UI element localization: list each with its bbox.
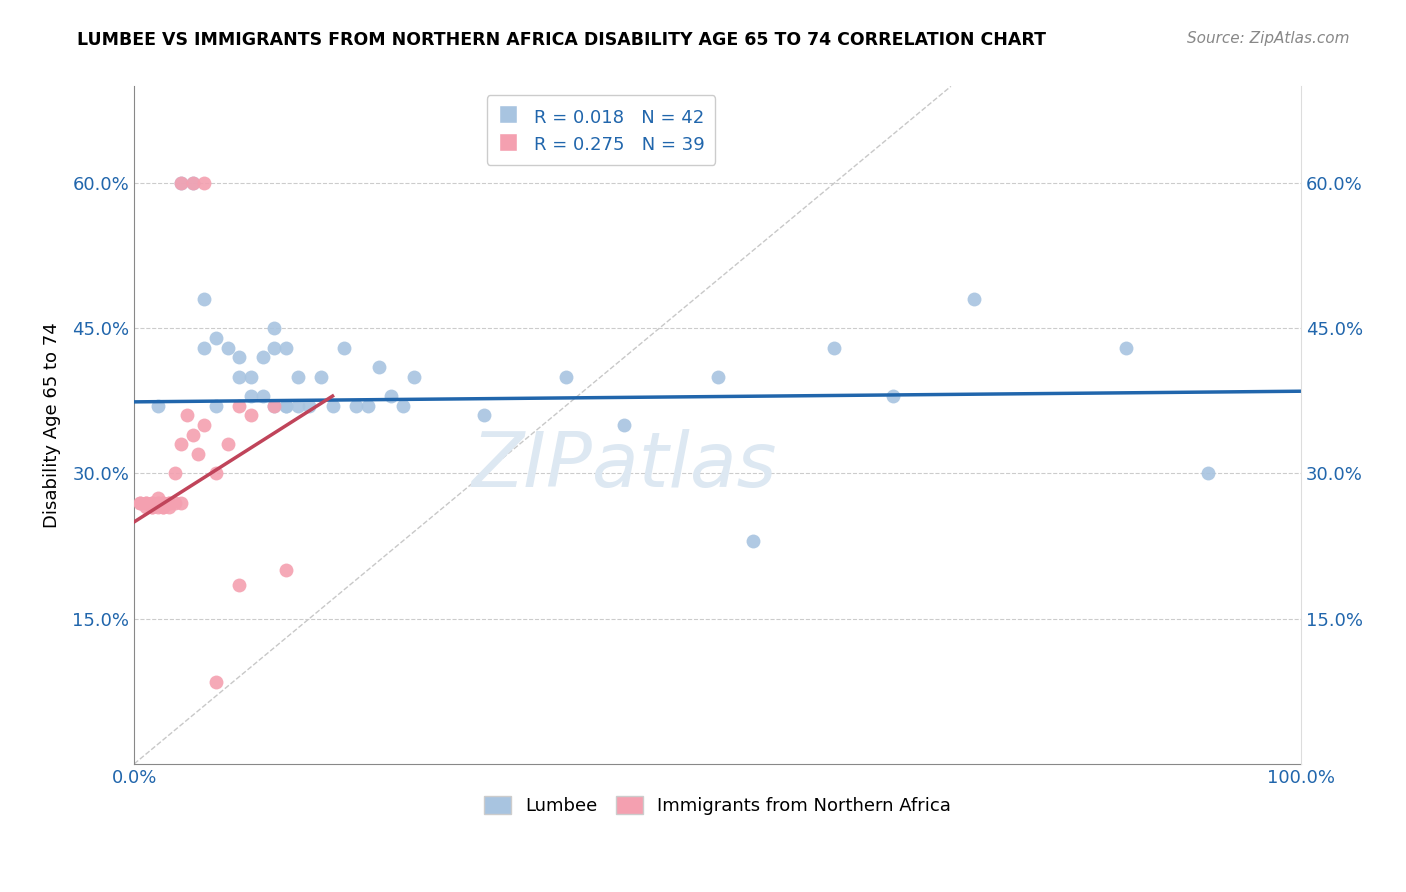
Point <box>193 293 215 307</box>
Point <box>146 500 169 515</box>
Point <box>165 495 187 509</box>
Point <box>380 389 402 403</box>
Point <box>613 418 636 433</box>
Text: Source: ZipAtlas.com: Source: ZipAtlas.com <box>1187 31 1350 46</box>
Point <box>146 495 169 509</box>
Point <box>152 500 174 515</box>
Point <box>205 399 228 413</box>
Point <box>333 341 356 355</box>
Point <box>152 500 174 515</box>
Point <box>228 369 250 384</box>
Point <box>217 437 239 451</box>
Point <box>181 176 204 190</box>
Point <box>141 500 163 515</box>
Point <box>472 409 495 423</box>
Point <box>157 495 180 509</box>
Point <box>135 495 157 509</box>
Point <box>239 369 262 384</box>
Point <box>181 427 204 442</box>
Point <box>239 389 262 403</box>
Point <box>217 341 239 355</box>
Point <box>205 467 228 481</box>
Point <box>152 495 174 509</box>
Point <box>205 331 228 345</box>
Point <box>170 495 193 509</box>
Point <box>187 447 209 461</box>
Point <box>368 359 391 374</box>
Point <box>157 495 180 509</box>
Point <box>165 467 187 481</box>
Point <box>298 399 321 413</box>
Point <box>741 534 763 549</box>
Point <box>274 399 297 413</box>
Point <box>263 399 285 413</box>
Point <box>152 495 174 509</box>
Point <box>274 341 297 355</box>
Point <box>228 351 250 365</box>
Point <box>146 399 169 413</box>
Legend: Lumbee, Immigrants from Northern Africa: Lumbee, Immigrants from Northern Africa <box>477 789 959 822</box>
Point <box>963 293 986 307</box>
Point <box>170 176 193 190</box>
Point <box>205 674 228 689</box>
Point <box>181 176 204 190</box>
Point <box>404 369 426 384</box>
Point <box>1115 341 1137 355</box>
Text: LUMBEE VS IMMIGRANTS FROM NORTHERN AFRICA DISABILITY AGE 65 TO 74 CORRELATION CH: LUMBEE VS IMMIGRANTS FROM NORTHERN AFRIC… <box>77 31 1046 49</box>
Point <box>356 399 378 413</box>
Point <box>135 495 157 509</box>
Point <box>263 399 285 413</box>
Point <box>823 341 845 355</box>
Point <box>554 369 576 384</box>
Point <box>287 399 309 413</box>
Point <box>706 369 728 384</box>
Point <box>176 409 198 423</box>
Point <box>274 399 297 413</box>
Point <box>146 491 169 505</box>
Point <box>252 389 274 403</box>
Point <box>322 399 344 413</box>
Point <box>141 495 163 509</box>
Point <box>141 500 163 515</box>
Point <box>228 399 250 413</box>
Point <box>193 341 215 355</box>
Point <box>391 399 413 413</box>
Point <box>287 369 309 384</box>
Point <box>263 321 285 335</box>
Point <box>141 495 163 509</box>
Y-axis label: Disability Age 65 to 74: Disability Age 65 to 74 <box>44 322 60 528</box>
Point <box>274 563 297 577</box>
Point <box>193 418 215 433</box>
Point <box>193 176 215 190</box>
Point <box>129 495 152 509</box>
Point <box>135 500 157 515</box>
Point <box>1197 467 1219 481</box>
Point <box>344 399 367 413</box>
Point <box>228 578 250 592</box>
Point <box>252 351 274 365</box>
Point <box>309 369 332 384</box>
Point <box>157 500 180 515</box>
Point <box>129 495 152 509</box>
Point <box>882 389 904 403</box>
Point <box>239 409 262 423</box>
Point <box>263 341 285 355</box>
Point <box>170 176 193 190</box>
Point <box>170 437 193 451</box>
Point <box>146 495 169 509</box>
Text: ZIPatlas: ZIPatlas <box>471 429 778 503</box>
